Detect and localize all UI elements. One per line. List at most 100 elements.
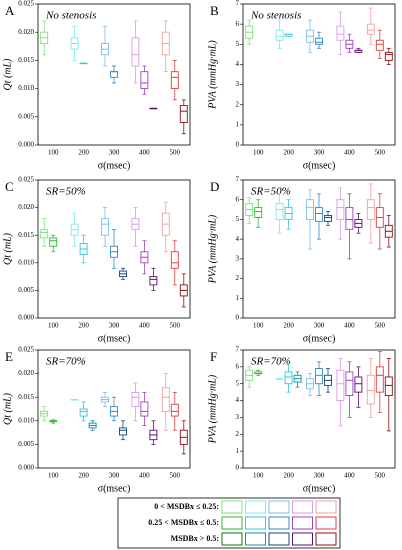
annotation: No stenosis xyxy=(250,10,301,22)
y-axis-label: Qt (mL) xyxy=(2,58,13,91)
x-tick-label: 100 xyxy=(48,149,59,157)
x-tick-label: 500 xyxy=(375,472,386,480)
x-tick-label: 200 xyxy=(283,472,294,480)
x-tick-label: 100 xyxy=(48,322,59,330)
y-tick-label: 5 xyxy=(236,215,240,223)
y-tick-label: 3 xyxy=(236,80,240,88)
box xyxy=(366,374,375,405)
y-axis-label: PVA (mmHg·mL) xyxy=(207,214,218,284)
x-axis-label: σ(msec) xyxy=(303,160,336,171)
y-tick-label: 0.020 xyxy=(18,203,34,211)
y-tick-label: 7 xyxy=(236,176,240,184)
legend-swatch xyxy=(221,516,243,530)
x-axis-label: σ(msec) xyxy=(98,333,131,344)
legend-swatch xyxy=(245,532,266,546)
y-tick-label: 6 xyxy=(236,362,240,370)
box xyxy=(131,392,140,408)
box xyxy=(345,371,354,396)
x-tick-label: 200 xyxy=(283,322,294,330)
y-tick-label: 5 xyxy=(236,40,240,48)
box xyxy=(324,215,332,222)
box xyxy=(315,207,323,222)
x-axis-label: σ(msec) xyxy=(303,333,336,344)
box xyxy=(384,51,393,61)
box xyxy=(40,229,49,239)
x-axis-label: σ(msec) xyxy=(98,483,131,494)
box xyxy=(336,199,345,220)
box xyxy=(131,37,140,67)
legend-swatch xyxy=(292,516,313,530)
box xyxy=(306,199,314,220)
box xyxy=(315,37,323,45)
box xyxy=(336,25,345,41)
y-tick-label: 4 xyxy=(236,235,240,243)
x-tick-label: 500 xyxy=(375,322,386,330)
box xyxy=(384,376,393,396)
legend-swatch xyxy=(268,516,290,530)
x-tick-label: 500 xyxy=(170,149,181,157)
y-tick-label: 6 xyxy=(236,195,240,203)
x-tick-label: 400 xyxy=(344,149,355,157)
y-axis-label: PVA (mmHg·mL) xyxy=(207,40,218,110)
y-tick-label: 2 xyxy=(236,100,240,108)
plot-frame xyxy=(37,3,191,146)
x-tick-label: 100 xyxy=(253,149,264,157)
y-axis-label: Qt (mL) xyxy=(2,232,13,265)
y-tick-label: 1 xyxy=(236,447,240,455)
y-axis-label: PVA (mmHg·mL) xyxy=(207,374,218,444)
legend-swatch xyxy=(268,532,290,546)
x-tick-label: 500 xyxy=(170,322,181,330)
x-tick-label: 300 xyxy=(314,472,325,480)
plot-frame xyxy=(37,179,191,319)
annotation: SR=70% xyxy=(251,356,291,368)
plot-frame xyxy=(242,179,396,319)
plot-frame xyxy=(37,349,191,469)
x-tick-label: 300 xyxy=(109,472,120,480)
legend-label: 0.25 < MSDBx ≤ 0.5: xyxy=(148,518,219,527)
box xyxy=(254,207,263,218)
y-tick-label: 0.020 xyxy=(18,28,34,36)
panel-letter: A xyxy=(5,3,15,18)
y-tick-label: 7 xyxy=(236,0,240,8)
x-tick-label: 200 xyxy=(78,322,89,330)
legend-swatch xyxy=(315,532,337,546)
y-tick-label: 0.005 xyxy=(18,112,34,120)
y-tick-label: 0.000 xyxy=(18,464,34,472)
box xyxy=(170,251,179,269)
legend-swatch xyxy=(315,500,337,514)
y-tick-label: 0.010 xyxy=(18,416,34,424)
legend-label: MSDBx > 0.5: xyxy=(171,534,219,543)
plot-frame xyxy=(242,3,396,146)
box xyxy=(110,71,118,78)
panel-letter: F xyxy=(210,349,217,364)
y-tick-label: 1 xyxy=(236,120,240,128)
annotation: No stenosis xyxy=(45,10,96,22)
y-tick-label: 0.000 xyxy=(18,314,34,322)
y-tick-label: 2 xyxy=(236,430,240,438)
y-tick-label: 3 xyxy=(236,254,240,262)
x-tick-label: 300 xyxy=(109,322,120,330)
y-tick-label: 0.025 xyxy=(18,176,34,184)
box xyxy=(375,39,384,51)
y-tick-label: 4 xyxy=(236,396,240,404)
x-tick-label: 200 xyxy=(78,149,89,157)
y-tick-label: 0.025 xyxy=(18,0,34,8)
box xyxy=(101,218,109,236)
y-tick-label: 5 xyxy=(236,379,240,387)
x-tick-label: 100 xyxy=(253,472,264,480)
box xyxy=(366,23,375,35)
y-tick-label: 0 xyxy=(236,141,240,149)
y-tick-label: 3 xyxy=(236,413,240,421)
box xyxy=(366,199,375,220)
x-tick-label: 400 xyxy=(139,322,150,330)
panel-letter: C xyxy=(5,179,14,194)
y-tick-label: 0.025 xyxy=(18,346,34,354)
box xyxy=(170,71,179,90)
x-tick-label: 100 xyxy=(48,472,59,480)
y-tick-label: 1 xyxy=(236,294,240,302)
legend-swatch xyxy=(268,500,290,514)
panel-letter: B xyxy=(210,3,219,18)
box xyxy=(140,71,149,90)
y-tick-label: 0.010 xyxy=(18,258,34,266)
x-tick-label: 400 xyxy=(344,322,355,330)
